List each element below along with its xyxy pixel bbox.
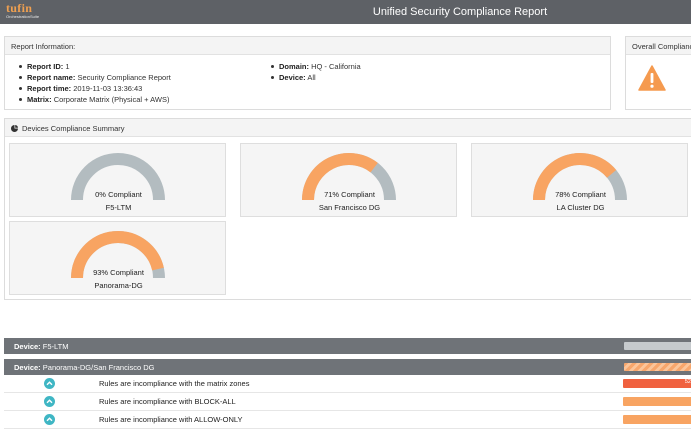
report-information-panel: Report Information: Report ID: 1 Report …: [4, 36, 611, 110]
rule-row: Rules are incompliance with ALLOW-ONLY: [4, 411, 691, 429]
device-gauge-card[interactable]: 78% Compliant LA Cluster DG: [471, 143, 688, 217]
pie-chart-icon: [11, 125, 18, 132]
device-section-label: Device:: [14, 342, 41, 351]
rule-row: Rules are incompliance with the matrix z…: [4, 375, 691, 393]
gauge-device-name: F5-LTM: [105, 203, 132, 212]
device-compliance-bar: [624, 342, 691, 350]
report-name-value: Security Compliance Report: [77, 73, 171, 82]
gauge-percent-label: 71% Compliant: [324, 190, 375, 199]
rule-status-bar: 52: [623, 379, 691, 388]
rule-row: Rules are incompliance with BLOCK-ALL: [4, 393, 691, 411]
report-id-label: Report ID:: [27, 62, 64, 71]
rule-description: Rules are incompliance with the matrix z…: [99, 379, 250, 388]
warning-icon: [638, 65, 666, 91]
compliance-gauge: [71, 153, 165, 201]
report-time-value: 2019-11-03 13:36:43: [73, 84, 143, 93]
rule-bar-label: 52: [684, 379, 691, 385]
domain-item: Domain: HQ - California: [269, 61, 361, 72]
rule-description: Rules are incompliance with ALLOW-ONLY: [99, 415, 243, 424]
device-section-header[interactable]: Device: F5-LTM: [4, 338, 691, 354]
compliance-gauge: [533, 153, 627, 201]
gauge-device-name: LA Cluster DG: [556, 203, 605, 212]
device-gauge-card[interactable]: 93% Compliant Panorama-DG: [9, 221, 226, 295]
device-label: Device:: [279, 73, 306, 82]
summary-heading-text: Devices Compliance Summary: [22, 124, 125, 133]
report-time-label: Report time:: [27, 84, 72, 93]
logo-subtext: OrchestrationSuite: [6, 14, 40, 19]
gauge-device-name: San Francisco DG: [318, 203, 381, 212]
report-time-item: Report time: 2019-11-03 13:36:43: [17, 83, 171, 94]
matrix-value: Corporate Matrix (Physical + AWS): [53, 95, 170, 104]
device-section-name: F5-LTM: [42, 342, 69, 351]
compliance-gauge: [302, 153, 396, 201]
gauge-percent-label: 0% Compliant: [95, 190, 142, 199]
gauge-device-name: Panorama-DG: [94, 281, 143, 290]
device-compliance-bar: [624, 363, 691, 371]
logo-text: tufin: [6, 1, 33, 15]
chevron-up-icon[interactable]: [44, 396, 55, 407]
matrix-item: Matrix: Corporate Matrix (Physical + AWS…: [17, 94, 171, 105]
device-gauge-card[interactable]: 0% Compliant F5-LTM: [9, 143, 226, 217]
device-value: All: [307, 73, 316, 82]
chevron-up-icon[interactable]: [44, 414, 55, 425]
page-title: Unified Security Compliance Report: [372, 6, 548, 18]
device-section-label: Device:: [14, 363, 41, 372]
chevron-up-icon[interactable]: [44, 378, 55, 389]
report-id-item: Report ID: 1: [17, 61, 171, 72]
compliance-gauge: [71, 231, 165, 279]
tufin-logo[interactable]: tufin OrchestrationSuite: [6, 1, 40, 19]
report-name-item: Report name: Security Compliance Report: [17, 72, 171, 83]
report-details-list: Report ID: 1 Report name: Security Compl…: [17, 61, 171, 105]
device-item: Device: All: [269, 72, 361, 83]
report-id-value: 1: [65, 62, 70, 71]
device-section-name: Panorama-DG/San Francisco DG: [42, 363, 155, 372]
rule-status-bar: [623, 397, 691, 406]
app-header: tufin OrchestrationSuite Unified Securit…: [0, 0, 691, 24]
device-gauge-card[interactable]: 71% Compliant San Francisco DG: [240, 143, 457, 217]
devices-compliance-summary-panel: Devices Compliance Summary 0% Compliant …: [4, 118, 691, 300]
matrix-label: Matrix:: [27, 95, 52, 104]
domain-label: Domain:: [279, 62, 309, 71]
scope-details-list: Domain: HQ - California Device: All: [269, 61, 361, 83]
rule-description: Rules are incompliance with BLOCK-ALL: [99, 397, 236, 406]
report-name-label: Report name:: [27, 73, 76, 82]
gauge-percent-label: 93% Compliant: [93, 268, 144, 277]
overall-compliance-heading: Overall Compliance: [626, 37, 691, 55]
rule-status-bar: [623, 415, 691, 424]
domain-value: HQ - California: [311, 62, 361, 71]
device-section-header[interactable]: Device: Panorama-DG/San Francisco DG: [4, 359, 691, 375]
devices-compliance-summary-heading: Devices Compliance Summary: [5, 119, 691, 137]
overall-compliance-panel: Overall Compliance: [625, 36, 691, 110]
report-information-heading: Report Information:: [5, 37, 610, 55]
gauge-percent-label: 78% Compliant: [555, 190, 606, 199]
